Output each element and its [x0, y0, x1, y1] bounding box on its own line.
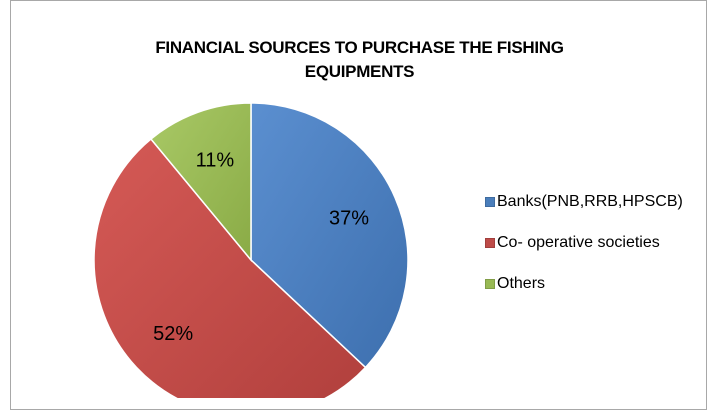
legend-label-co-operative: Co- operative societies [497, 234, 660, 251]
legend-item-banks: Banks(PNB,RRB,HPSCB) [485, 192, 683, 212]
chart-title-line-2: EQUIPMENTS [304, 62, 415, 81]
legend-label-others: Others [497, 275, 546, 292]
pie-slice-banks [250, 102, 409, 369]
legend-label-banks: Banks(PNB,RRB,HPSCB) [497, 193, 683, 210]
chart-title: FINANCIAL SOURCES TO PURCHASE THE FISHIN… [0, 36, 719, 84]
slice-label-others: 11% [196, 150, 235, 172]
chart-title-line-1: FINANCIAL SOURCES TO PURCHASE THE FISHIN… [155, 38, 564, 57]
slice-label-co-operative: 52% [153, 323, 193, 345]
pie-slice-others [149, 102, 252, 263]
legend: Banks(PNB,RRB,HPSCB) Co- operative socie… [485, 192, 683, 315]
pie-chart: 37% 52% 11% [93, 102, 409, 398]
legend-item-co-operative: Co- operative societies [485, 233, 683, 253]
legend-item-others: Others [485, 274, 683, 294]
legend-swatch-banks [485, 197, 495, 207]
legend-swatch-others [485, 279, 495, 289]
pie-slice-co-operative [93, 137, 367, 398]
legend-swatch-co-operative [485, 238, 495, 248]
slice-label-banks: 37% [329, 208, 369, 230]
